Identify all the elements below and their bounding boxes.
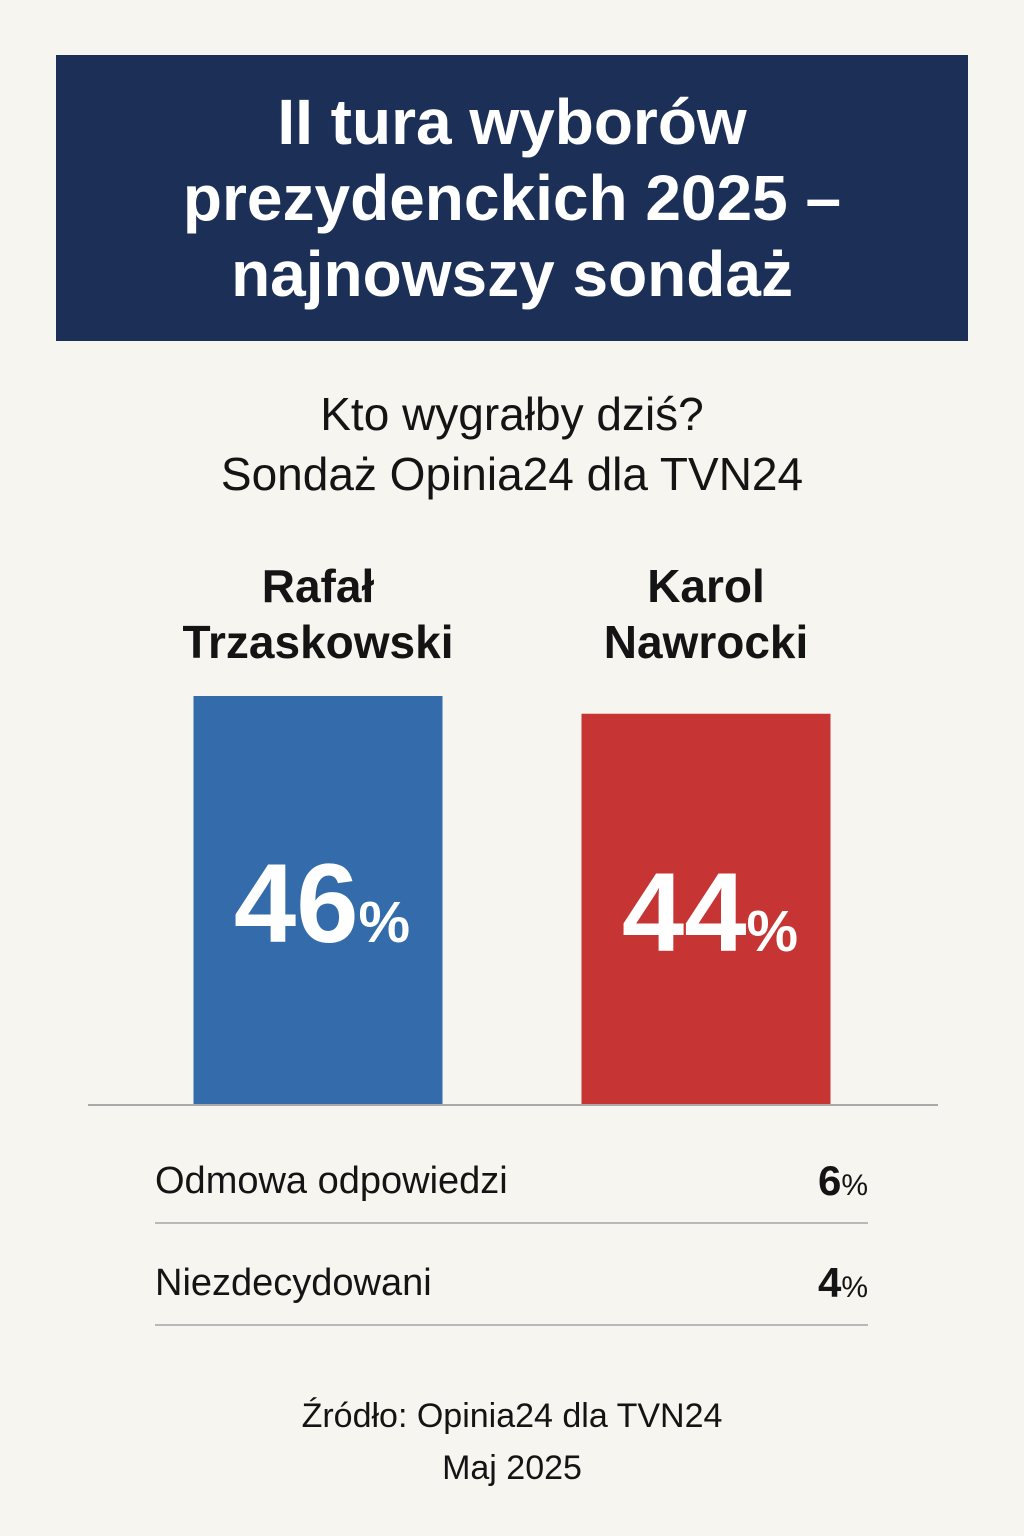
category-label-karol-nawrocki: Karol [647,560,765,612]
other-answers-table: Odmowa odpowiedzi 6% Niezdecydowani 4% [155,1140,868,1344]
row-label-refusal: Odmowa odpowiedzi [155,1159,508,1202]
category-label-karol-nawrocki: Nawrocki [604,616,809,668]
table-row: Niezdecydowani 4% [155,1242,868,1326]
source-note: Źródło: Opinia24 dla TVN24 Maj 2025 [0,1390,1024,1494]
page-title: II tura wyborów prezydenckich 2025 – naj… [182,86,842,310]
category-label-rafa-trzaskowski: Trzaskowski [182,616,453,668]
bar-karol-nawrocki [581,713,831,1104]
row-value-undecided: 4% [817,1259,868,1306]
category-label-rafa-trzaskowski: Rafał [262,560,375,612]
table-row: Odmowa odpowiedzi 6% [155,1140,868,1224]
title-banner: II tura wyborów prezydenckich 2025 – naj… [56,55,968,341]
source-date: Maj 2025 [442,1449,582,1487]
row-label-undecided: Niezdecydowani [155,1261,432,1304]
value-label-karol-nawrocki: 44% [622,850,798,975]
row-value-refusal: 6% [817,1157,868,1204]
chart-subtitle: Kto wygrałby dziś? Sondaż Opinia24 dla T… [0,384,1024,504]
subtitle-line-1: Kto wygrałby dziś? [320,388,704,440]
source-line: Źródło: Opinia24 dla TVN24 [301,1397,723,1435]
value-label-rafa-trzaskowski: 46% [234,841,410,966]
bar-rafa-trzaskowski [193,696,443,1104]
subtitle-line-2: Sondaż Opinia24 dla TVN24 [220,448,804,500]
